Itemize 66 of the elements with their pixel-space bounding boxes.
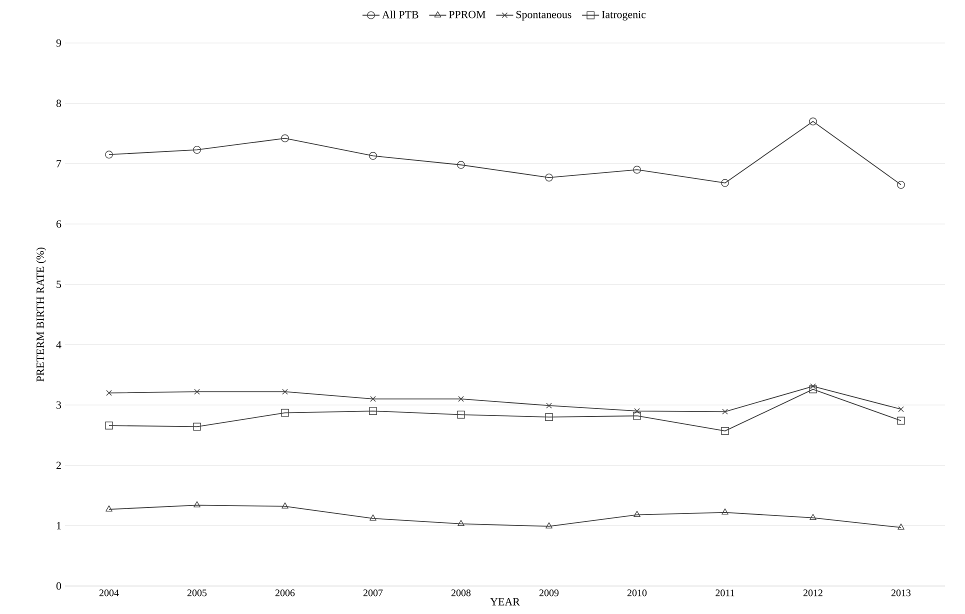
- legend-label: PPROM: [448, 10, 486, 18]
- point: [897, 416, 905, 425]
- point: [897, 180, 905, 189]
- point: [457, 160, 465, 169]
- x-tick-label: 2004: [99, 590, 119, 596]
- point: [106, 505, 112, 512]
- point: [370, 514, 376, 521]
- x-tick-label: 2005: [187, 590, 207, 596]
- point: [634, 408, 640, 414]
- point: [545, 174, 553, 182]
- point: [193, 146, 201, 154]
- y-tick-label: 6: [56, 220, 62, 228]
- x-tick-label: 2006: [275, 590, 295, 596]
- y-axis-title: PRETERM BIRTH RATE (%): [36, 248, 46, 382]
- y-tick-label: 4: [56, 341, 62, 348]
- x-tick-label: 2008: [451, 590, 471, 596]
- point: [546, 522, 552, 528]
- x-tick-label: 2012: [803, 590, 822, 596]
- point: [722, 508, 728, 515]
- point: [105, 150, 113, 159]
- point: [369, 152, 377, 160]
- x-tick-label: 2009: [539, 590, 559, 596]
- point: [194, 501, 200, 508]
- legend-label: Spontaneous: [516, 10, 572, 20]
- point: [898, 406, 904, 412]
- point: [458, 520, 464, 526]
- x-tick-label: 2013: [891, 590, 911, 596]
- point: [106, 390, 112, 396]
- point: [721, 179, 729, 187]
- point: [722, 408, 728, 415]
- point: [546, 402, 552, 408]
- point: [281, 408, 289, 417]
- point: [281, 134, 289, 142]
- point: [633, 166, 641, 174]
- x-tick-label: 2007: [363, 590, 383, 596]
- y-tick-label: 2: [56, 462, 61, 469]
- y-tick-label: 8: [56, 100, 62, 108]
- y-tick-label: 1: [56, 522, 61, 530]
- point: [810, 514, 816, 520]
- y-tick-label: 3: [56, 401, 62, 409]
- point: [458, 396, 464, 402]
- x-tick-label: 2011: [716, 590, 734, 596]
- point: [105, 422, 113, 430]
- point: [898, 524, 904, 530]
- point: [545, 413, 553, 421]
- legend-label: Iatrogenic: [602, 10, 646, 20]
- point: [194, 388, 200, 395]
- point: [634, 510, 640, 517]
- point: [810, 383, 816, 390]
- point: [193, 422, 201, 431]
- x-axis-title: YEAR: [490, 598, 520, 606]
- y-tick-label: 0: [56, 582, 62, 590]
- x-tick-label: 2010: [627, 590, 647, 596]
- point: [721, 427, 729, 435]
- y-tick-label: 9: [56, 39, 62, 47]
- point: [633, 412, 641, 420]
- point: [369, 407, 377, 415]
- y-tick-label: 5: [56, 280, 62, 288]
- legend-label: All PTB: [382, 10, 418, 18]
- point: [282, 502, 288, 508]
- point: [457, 410, 465, 419]
- point: [809, 117, 817, 126]
- point: [282, 388, 288, 395]
- point: [370, 396, 376, 402]
- y-tick-label: 7: [56, 160, 62, 168]
- point: [809, 385, 817, 394]
